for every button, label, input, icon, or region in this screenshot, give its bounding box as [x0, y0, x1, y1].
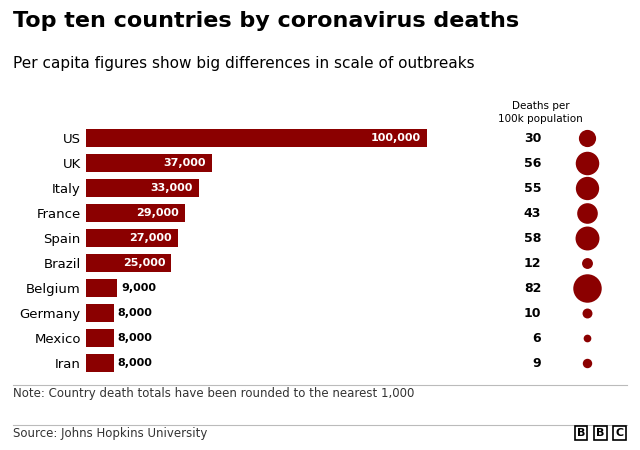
Text: 29,000: 29,000 — [136, 208, 179, 218]
Text: B: B — [577, 428, 586, 437]
Text: 25,000: 25,000 — [123, 258, 165, 268]
Point — [582, 135, 593, 142]
Text: Per capita figures show big differences in scale of outbreaks: Per capita figures show big differences … — [13, 56, 474, 71]
Point — [582, 185, 593, 192]
Text: 100,000: 100,000 — [371, 134, 420, 144]
Text: Top ten countries by coronavirus deaths: Top ten countries by coronavirus deaths — [13, 11, 519, 31]
Text: 8,000: 8,000 — [118, 308, 152, 318]
Bar — [86, 304, 114, 322]
Bar — [86, 279, 117, 297]
Point — [582, 235, 593, 242]
Text: 82: 82 — [524, 282, 541, 295]
Text: 9: 9 — [532, 357, 541, 370]
Text: 55: 55 — [524, 182, 541, 195]
Point — [582, 285, 593, 292]
Point — [582, 335, 593, 342]
Text: C: C — [616, 428, 623, 437]
Point — [582, 210, 593, 217]
Text: 37,000: 37,000 — [164, 158, 206, 168]
Text: 33,000: 33,000 — [150, 184, 193, 194]
Text: Note: Country death totals have been rounded to the nearest 1,000: Note: Country death totals have been rou… — [13, 387, 414, 400]
Point — [582, 360, 593, 367]
Text: 58: 58 — [524, 232, 541, 245]
Bar — [86, 329, 114, 347]
Text: 27,000: 27,000 — [129, 234, 172, 243]
Text: 43: 43 — [524, 207, 541, 220]
Text: 10: 10 — [524, 307, 541, 320]
Text: 6: 6 — [532, 332, 541, 345]
Bar — [86, 354, 114, 372]
Point — [582, 260, 593, 267]
Bar — [86, 154, 212, 172]
Bar — [86, 254, 172, 272]
Text: 8,000: 8,000 — [118, 333, 152, 343]
Bar — [86, 230, 179, 248]
Text: B: B — [596, 428, 605, 437]
Text: 8,000: 8,000 — [118, 358, 152, 368]
Text: Source: Johns Hopkins University: Source: Johns Hopkins University — [13, 428, 207, 441]
Point — [582, 160, 593, 167]
Text: 12: 12 — [524, 257, 541, 270]
Text: 56: 56 — [524, 157, 541, 170]
Text: 30: 30 — [524, 132, 541, 145]
Text: 9,000: 9,000 — [121, 284, 156, 293]
Bar — [86, 180, 198, 198]
Bar — [86, 204, 185, 222]
Point — [582, 310, 593, 317]
Text: Deaths per
100k population: Deaths per 100k population — [499, 101, 583, 124]
Bar — [86, 130, 427, 148]
